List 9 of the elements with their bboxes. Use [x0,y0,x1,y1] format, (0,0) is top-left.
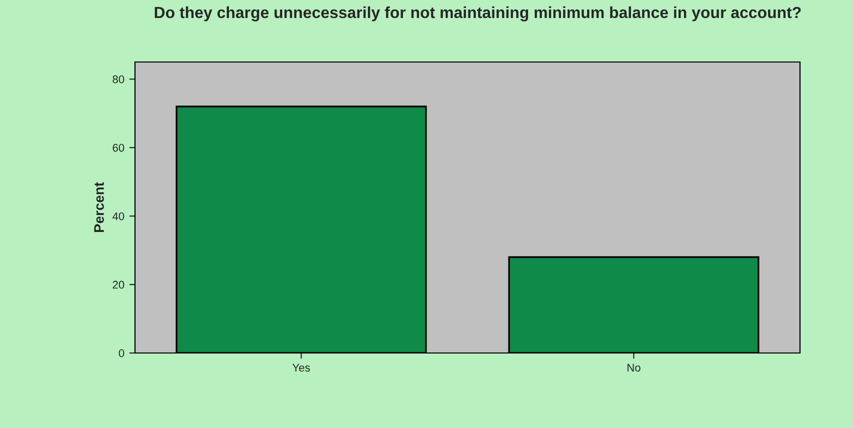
chart-title: Do they charge unnecessarily for not maintaining minimum balance in your account? [154,6,801,22]
x-tick-label: No [628,364,640,372]
y-tick-label: 20 [112,280,124,289]
y-tick-label: 0 [118,349,124,358]
y-tick-label: 60 [112,144,124,152]
y-tick-label: 40 [112,212,124,220]
y-tick-label: 80 [112,75,124,84]
y-axis-title: Percent [94,182,104,232]
x-tick-label: Yes [292,364,310,372]
